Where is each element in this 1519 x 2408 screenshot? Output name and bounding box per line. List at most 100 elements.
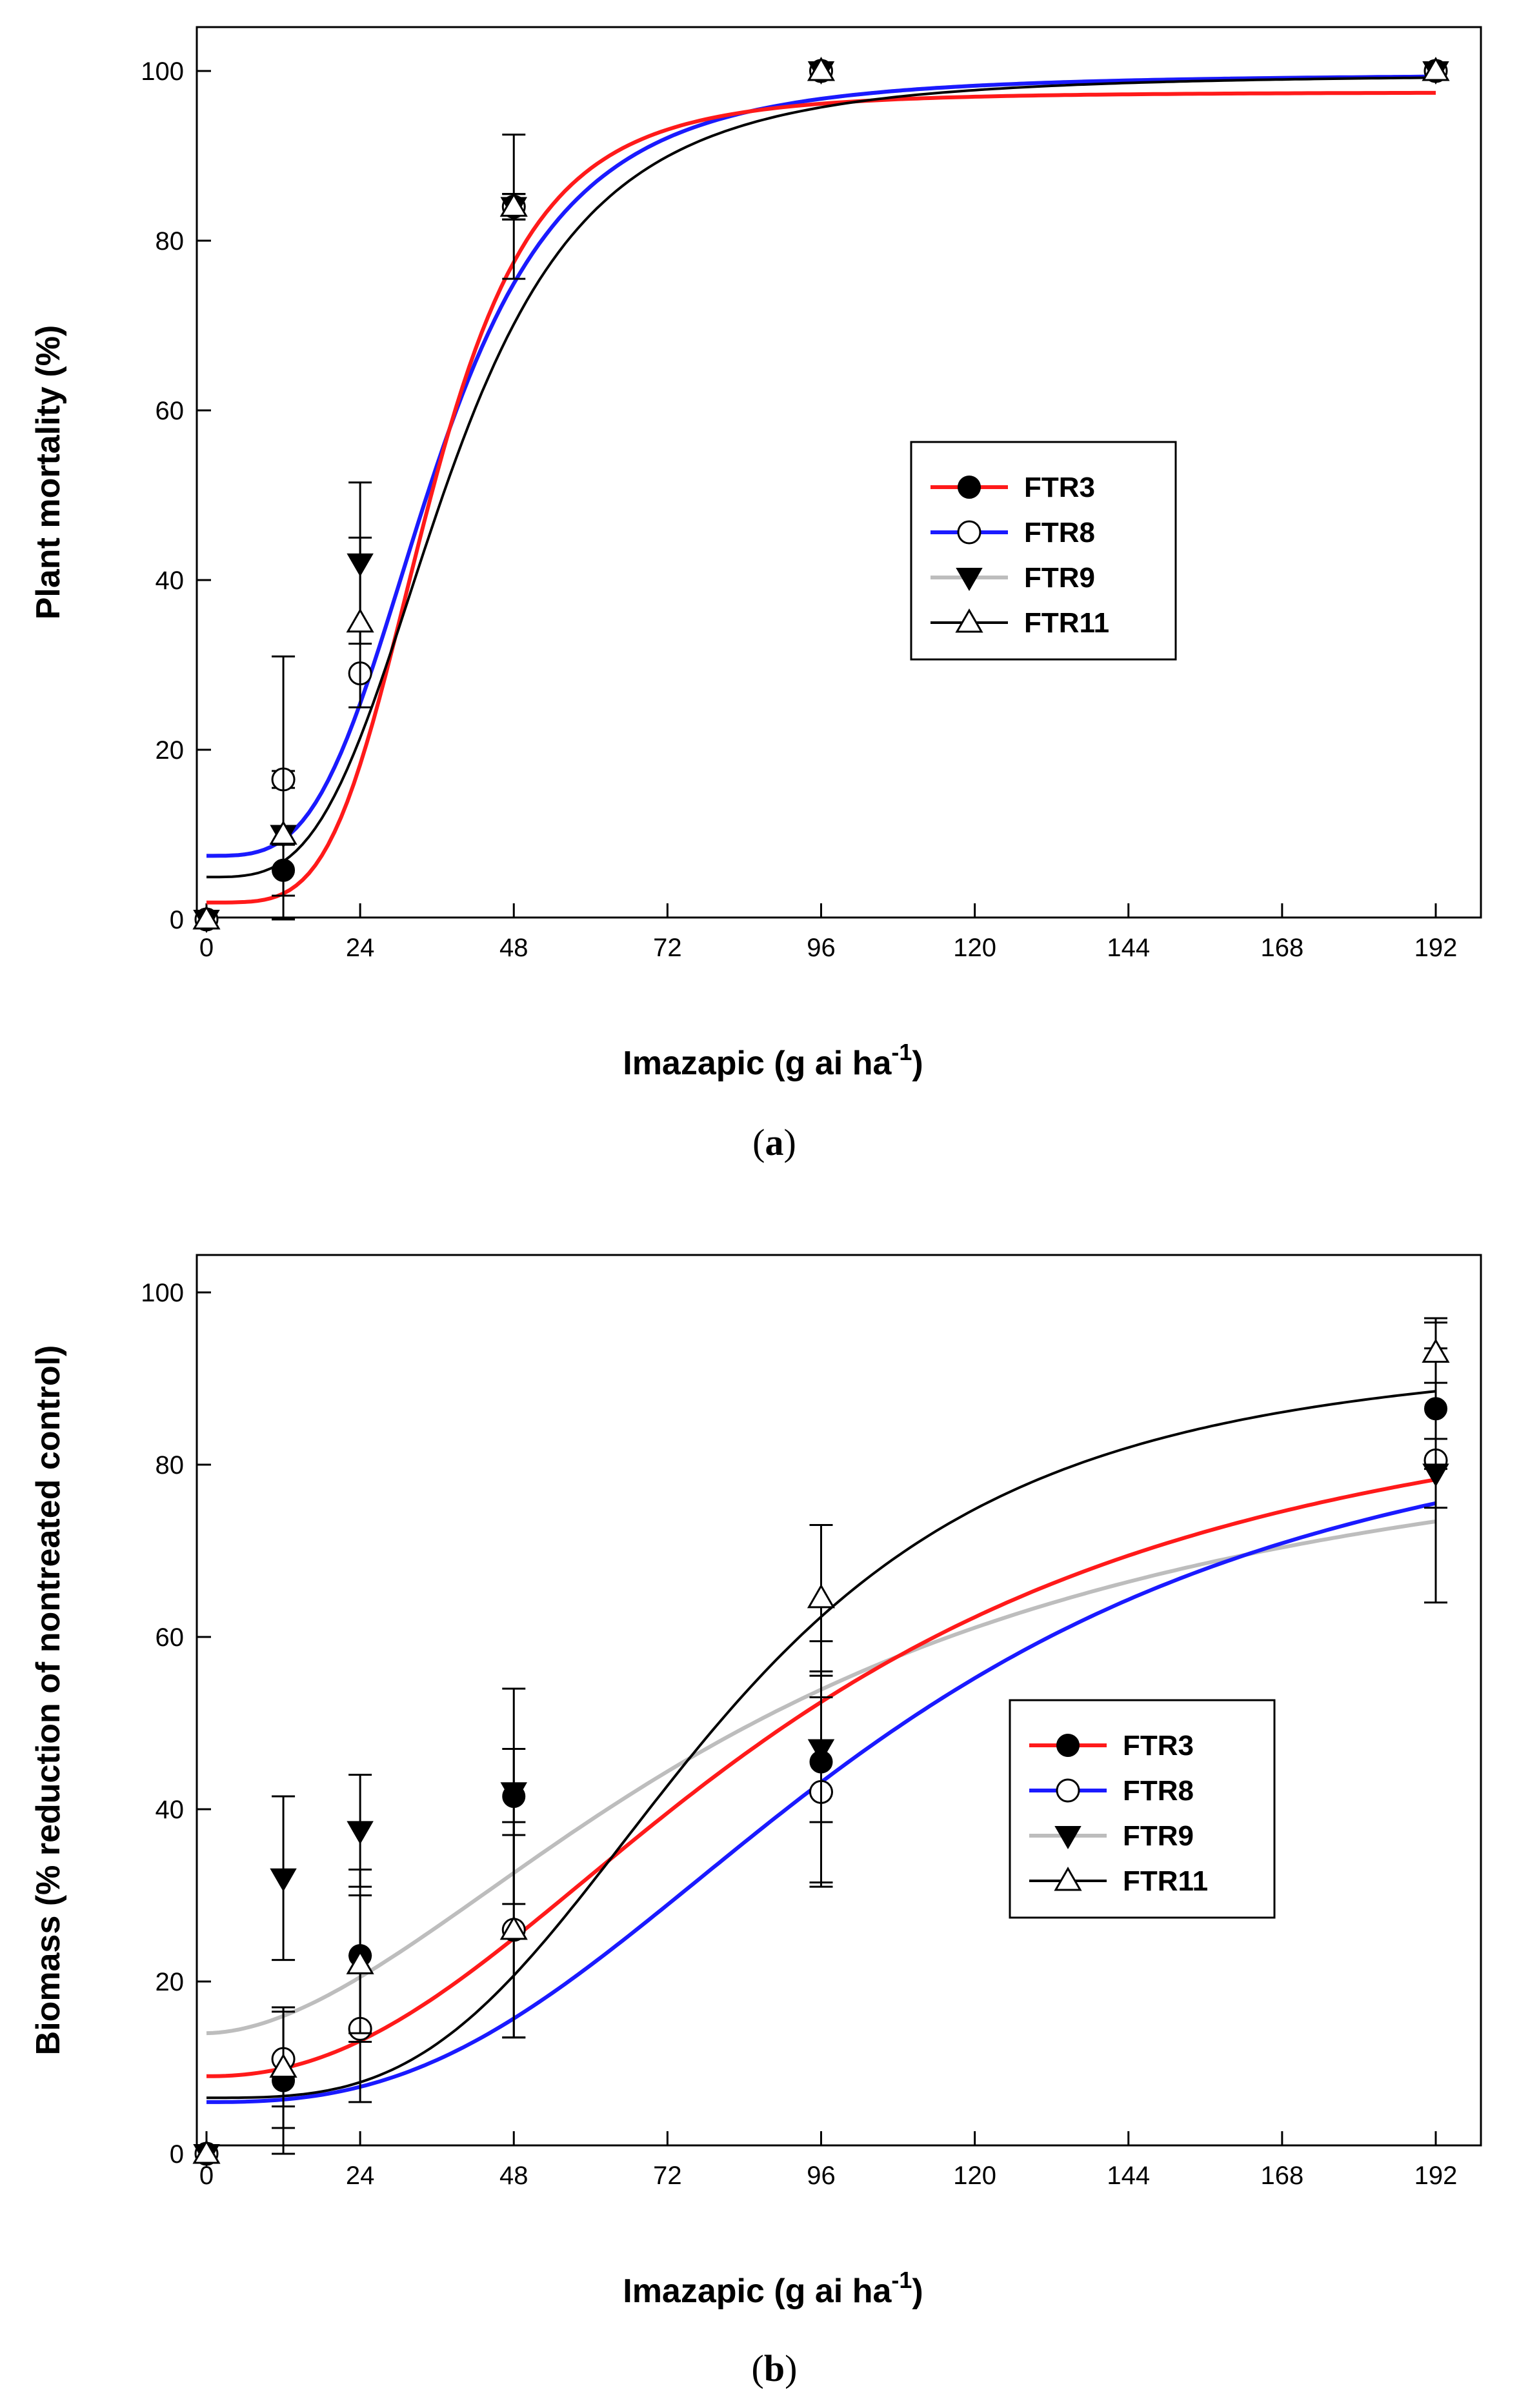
legend: FTR3 FTR8 FTR9 FTR11 <box>1009 1699 1276 1919</box>
point-ftr11 <box>346 1950 374 1974</box>
y-tick-label: 40 <box>156 1796 185 1824</box>
point-ftr11 <box>269 820 297 845</box>
legend-entries: FTR3 FTR8 FTR9 FTR11 <box>931 472 1109 639</box>
legend-marker-ftr8 <box>957 520 981 545</box>
x-tick-label: 48 <box>499 2162 528 2190</box>
series-ftr11 <box>192 1321 1450 2164</box>
point-ftr11 <box>192 2139 221 2164</box>
panel-caption: (b) <box>752 2347 798 2389</box>
plot-frame <box>196 26 1482 919</box>
x-tick-label: 192 <box>1414 934 1458 962</box>
point-ftr11 <box>499 1915 528 1940</box>
point-ftr9 <box>807 1739 835 1763</box>
y-tick-label: 0 <box>170 2140 184 2169</box>
x-tick-label: 168 <box>1261 2162 1304 2190</box>
series-ftr9 <box>193 61 1449 934</box>
x-tick-label: 96 <box>807 934 836 962</box>
y-axis-label: Plant mortality (%) <box>30 325 67 620</box>
y-tick-label: 0 <box>170 906 184 934</box>
point-ftr11 <box>192 905 221 930</box>
x-tick-label: 24 <box>346 934 375 962</box>
panel-caption-letter: b <box>764 2347 785 2389</box>
x-tick-labels: 0 24 48 72 96 120 144 168 192 <box>199 2162 1458 2190</box>
legend-label: FTR9 <box>1123 1820 1194 1852</box>
legend-marker-ftr11 <box>955 608 983 633</box>
panel-b: 0 24 48 72 96 120 144 168 192 0 20 40 60 80 100 Bioma… <box>30 1254 1482 2389</box>
legend-label: FTR8 <box>1123 1775 1194 1807</box>
legend: FTR3 FTR8 FTR9 FTR11 <box>910 441 1177 661</box>
series-ftr11 <box>192 56 1450 930</box>
legend-label: FTR11 <box>1123 1865 1208 1897</box>
x-axis-label-text: Imazapic (g ai ha <box>623 2273 892 2310</box>
x-axis-label: Imazapic (g ai ha-1) <box>623 2267 923 2310</box>
y-tick-label: 20 <box>156 1968 185 1996</box>
y-tick-label: 80 <box>156 227 185 256</box>
legend-entries: FTR3 FTR8 FTR9 FTR11 <box>1029 1730 1208 1897</box>
x-tick-label: 144 <box>1107 2162 1150 2190</box>
x-tick-label: 96 <box>807 2162 836 2190</box>
curve-ftr8 <box>206 74 1436 858</box>
y-tick-label: 20 <box>156 736 185 765</box>
legend-marker-ftr9 <box>956 568 983 592</box>
x-axis-label-text: Imazapic (g ai ha <box>623 1045 892 1082</box>
x-axis-label-suffix: ) <box>912 1045 923 1082</box>
legend-label: FTR3 <box>1024 472 1095 503</box>
point-ftr11 <box>807 1583 836 1609</box>
legend-marker-ftr3 <box>958 476 981 499</box>
x-tick-label: 144 <box>1107 934 1150 962</box>
y-tick-label: 80 <box>156 1451 185 1480</box>
x-tick-label: 0 <box>199 2162 214 2190</box>
x-tick-label: 168 <box>1261 934 1304 962</box>
x-axis-label: Imazapic (g ai ha-1) <box>623 1039 923 1082</box>
x-tick-label: 72 <box>653 2162 682 2190</box>
axis-ticks <box>197 1291 1437 2155</box>
data-points <box>192 56 1450 934</box>
point-ftr11 <box>807 56 836 81</box>
legend-marker-ftr9 <box>1054 1826 1081 1850</box>
curve-ftr11 <box>206 76 1436 879</box>
x-tick-label: 192 <box>1414 2162 1458 2190</box>
point-ftr11 <box>1422 1338 1450 1363</box>
panel-caption: (a) <box>752 1121 796 1163</box>
point-ftr9 <box>347 1821 374 1845</box>
x-axis-label-sup: -1 <box>891 1039 912 1065</box>
legend-label: FTR8 <box>1024 517 1095 548</box>
y-tick-label: 100 <box>141 1279 184 1307</box>
y-tick-labels: 0 20 40 60 80 100 <box>141 1279 184 2169</box>
point-ftr11 <box>269 2053 297 2078</box>
legend-label: FTR11 <box>1024 607 1109 639</box>
curve-ftr3 <box>206 90 1436 905</box>
y-tick-label: 60 <box>156 397 185 425</box>
legend-marker-ftr3 <box>1056 1734 1080 1757</box>
point-ftr9 <box>270 1868 297 1892</box>
fitted-curves <box>206 74 1436 905</box>
curve-ftr9 <box>206 74 1436 858</box>
series-ftr3 <box>195 59 1447 931</box>
x-axis-label-suffix: ) <box>912 2273 923 2310</box>
y-tick-label: 60 <box>156 1623 185 1652</box>
point-ftr11 <box>346 608 374 633</box>
legend-label: FTR3 <box>1123 1730 1194 1761</box>
x-tick-label: 24 <box>346 2162 375 2190</box>
legend-marker-ftr8 <box>1056 1778 1080 1803</box>
y-tick-labels: 0 20 40 60 80 100 <box>141 57 184 934</box>
legend-label: FTR9 <box>1024 562 1095 594</box>
x-tick-label: 72 <box>653 934 682 962</box>
axis-ticks <box>197 70 1437 921</box>
point-ftr11 <box>499 192 528 217</box>
point-ftr9 <box>500 1782 527 1806</box>
x-axis-label-sup: -1 <box>891 2267 912 2293</box>
x-tick-label: 120 <box>953 2162 996 2190</box>
point-ftr11 <box>1422 56 1450 81</box>
x-tick-label: 120 <box>953 934 996 962</box>
legend-marker-ftr11 <box>1054 1866 1082 1891</box>
panel-a: 0 24 48 72 96 120 144 168 192 0 20 40 60 80 100 Plant… <box>30 26 1482 1163</box>
y-tick-label: 40 <box>156 567 185 595</box>
y-tick-label: 100 <box>141 57 184 86</box>
x-tick-label: 0 <box>199 934 214 962</box>
point-ftr9 <box>1422 1463 1449 1487</box>
x-tick-label: 48 <box>499 934 528 962</box>
series-ftr9 <box>193 1438 1449 2168</box>
panel-caption-letter: a <box>765 1121 784 1163</box>
